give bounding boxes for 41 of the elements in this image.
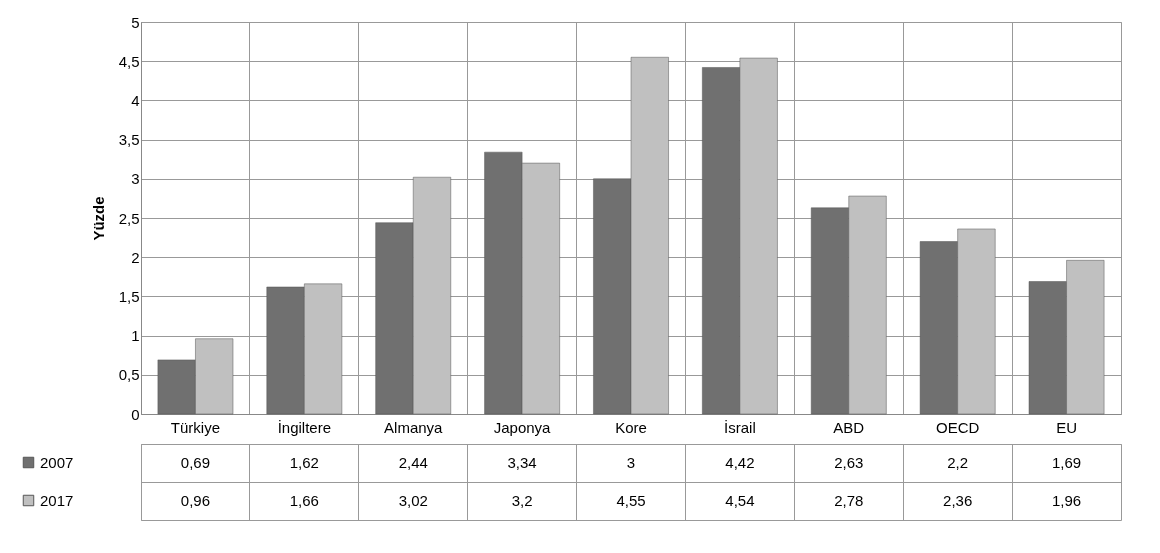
data-label: 4,54 — [725, 492, 755, 509]
data-label: 0,96 — [180, 492, 211, 509]
data-label: 3,34 — [507, 454, 537, 471]
y-tick-label: 0,5 — [118, 366, 140, 384]
y-tick-label: 1,5 — [118, 287, 140, 305]
data-label: 2,78 — [834, 492, 864, 509]
y-tick-label: 3,5 — [118, 131, 140, 149]
x-tick-label: OECD — [935, 418, 980, 436]
data-label: 3 — [626, 454, 636, 471]
x-tick-label: Almanya — [384, 418, 444, 436]
y-tick-label: 2 — [131, 248, 140, 266]
data-label: 3,02 — [398, 492, 428, 509]
legend-label: 2017 — [40, 491, 74, 509]
y-tick-label: 5 — [131, 13, 140, 31]
legend-label: 2007 — [40, 453, 74, 471]
data-label: 1,69 — [1051, 454, 1082, 471]
data-label: 3,2 — [511, 492, 533, 509]
data-label: 2,2 — [947, 454, 969, 471]
y-tick-label: 1 — [131, 327, 140, 345]
x-tick-label: İngiltere — [277, 418, 332, 436]
data-label: 1,62 — [289, 454, 319, 471]
data-label: 4,42 — [725, 454, 755, 471]
data-label: 1,96 — [1051, 492, 1082, 509]
y-tick-label: 0 — [131, 405, 140, 423]
y-axis-title: Yüzde — [89, 196, 107, 241]
x-tick-label: Kore — [615, 418, 647, 436]
x-tick-label: Türkiye — [170, 418, 221, 436]
x-tick-label: ABD — [833, 418, 865, 436]
y-tick-label: 4,5 — [118, 52, 140, 70]
data-label: 4,55 — [616, 492, 646, 509]
data-label: 2,44 — [398, 454, 428, 471]
x-tick-label: Japonya — [493, 418, 552, 436]
y-tick-label: 2,5 — [118, 209, 140, 227]
x-tick-label: İsrail — [724, 418, 756, 436]
x-tick-label: EU — [1056, 418, 1077, 436]
y-tick-label: 3 — [131, 170, 140, 188]
y-tick-label: 4 — [131, 91, 140, 109]
data-label: 1,66 — [289, 492, 319, 509]
data-label: 0,69 — [180, 454, 211, 471]
data-label: 2,63 — [834, 454, 864, 471]
data-label: 2,36 — [943, 492, 973, 509]
